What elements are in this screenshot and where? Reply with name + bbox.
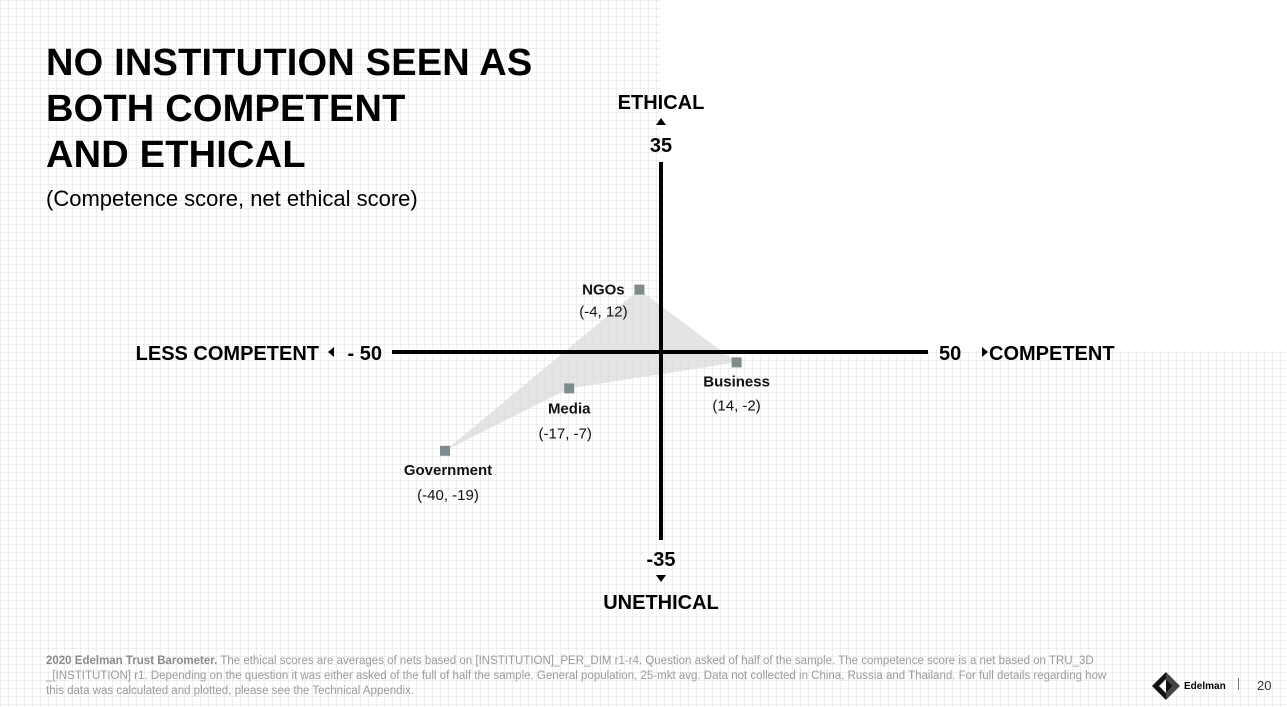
- arrow-right-icon: [982, 347, 988, 357]
- point-label-ngos: NGOs: [582, 282, 625, 299]
- edelman-logo: Edelman: [1152, 672, 1226, 700]
- y-axis-label-top: ETHICAL: [618, 92, 705, 114]
- x-tick-min: - 50: [348, 343, 382, 365]
- arrow-down-icon: [656, 575, 666, 582]
- footnote-text: The ethical scores are averages of nets …: [46, 655, 1107, 697]
- y-axis-label-bottom: UNETHICAL: [603, 592, 719, 614]
- arrow-up-icon: [656, 118, 666, 125]
- point-label-media: Media: [548, 400, 591, 417]
- point-value-media: (-17, -7): [539, 425, 592, 442]
- footer-divider: [1238, 678, 1239, 690]
- point-value-ngos: (-4, 12): [579, 304, 627, 321]
- point-government: [440, 445, 450, 456]
- y-tick-min: -35: [647, 549, 676, 571]
- logo-text: Edelman: [1184, 680, 1226, 692]
- point-media: [564, 383, 575, 394]
- x-axis-label-right: COMPETENT: [989, 343, 1115, 365]
- background-panel: [660, 0, 1287, 350]
- point-ngos: [634, 284, 645, 295]
- edelman-logo-icon: [1152, 672, 1180, 700]
- x-tick-max: 50: [939, 343, 961, 365]
- shaded-region: [445, 289, 737, 451]
- point-value-government: (-40, -19): [417, 487, 479, 504]
- point-label-government: Government: [404, 462, 492, 479]
- footnote-source: 2020 Edelman Trust Barometer.: [46, 655, 218, 667]
- point-business: [731, 357, 742, 368]
- page-subtitle: (Competence score, net ethical score): [46, 186, 418, 211]
- x-axis-label-left: LESS COMPETENT: [136, 343, 319, 365]
- footnote: 2020 Edelman Trust Barometer. The ethica…: [46, 654, 1126, 699]
- page-title: NO INSTITUTION SEEN AS BOTH COMPETENT AN…: [46, 42, 533, 176]
- point-value-business: (14, -2): [712, 397, 760, 414]
- point-label-business: Business: [703, 373, 770, 390]
- y-tick-max: 35: [650, 135, 672, 157]
- arrow-left-icon: [328, 347, 334, 357]
- page-number: 20: [1257, 678, 1272, 693]
